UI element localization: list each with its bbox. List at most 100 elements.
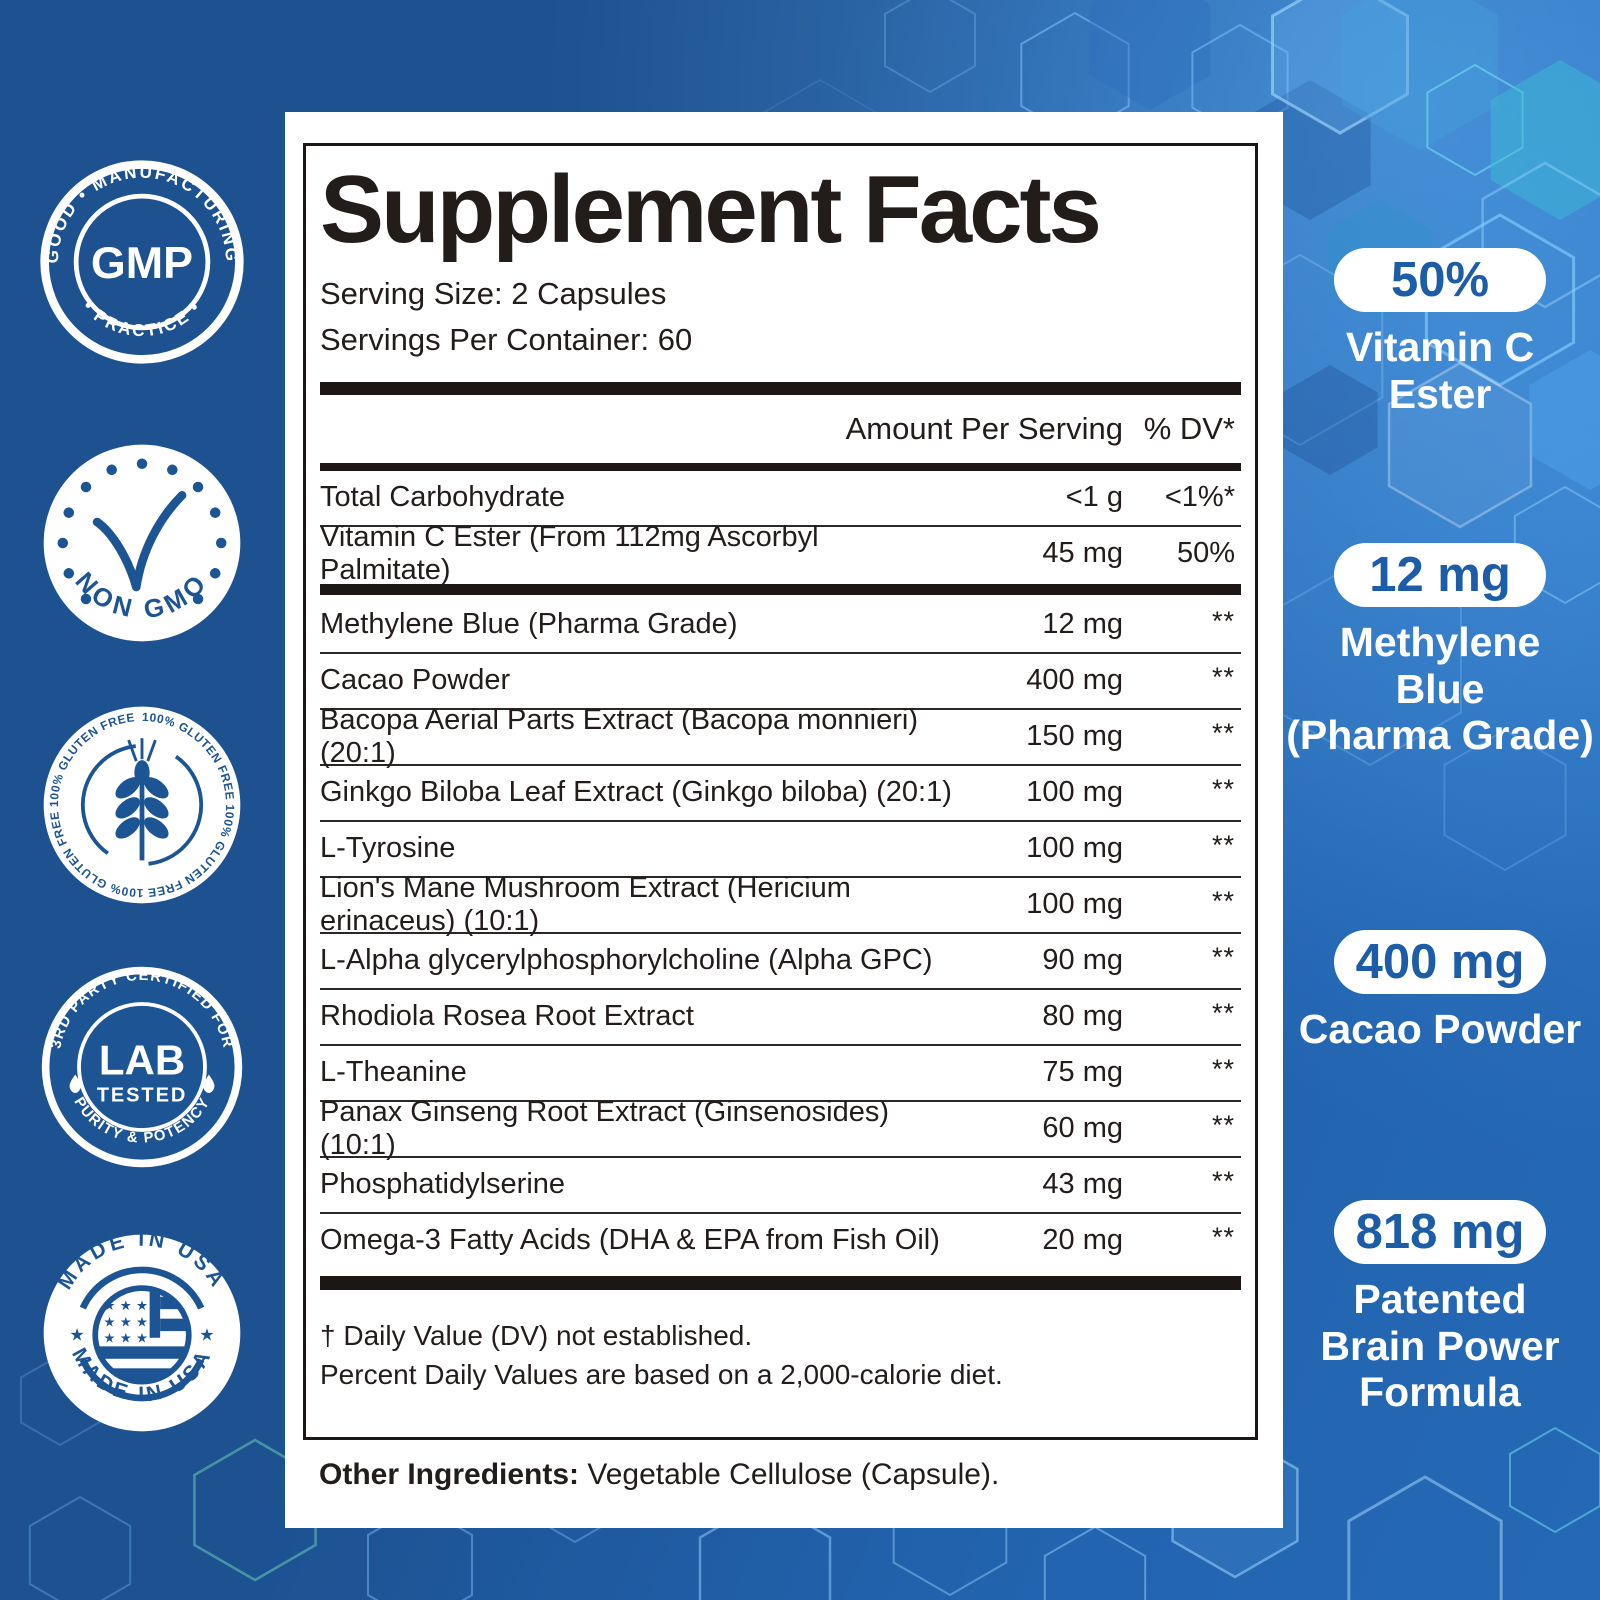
table-row: Total Carbohydrate <1 g <1%*: [320, 471, 1241, 525]
highlight-stat: 12 mg Methylene Blue (Pharma Grade): [1275, 543, 1600, 759]
ingredient-name: L-Alpha glycerylphosphorylcholine (Alpha…: [320, 944, 933, 977]
ingredient-dv: **: [1211, 1221, 1235, 1252]
lab-text: LAB: [99, 1037, 185, 1084]
serving-size-text: Serving Size: 2 Capsules: [320, 275, 667, 311]
ingredient-name: Omega-3 Fatty Acids (DHA & EPA from Fish…: [320, 1224, 940, 1257]
table-row: Lion's Mane Mushroom Extract (Hericium e…: [320, 872, 1241, 937]
hexagon-decoration: [28, 1495, 132, 1600]
svg-text:★: ★: [104, 1315, 116, 1330]
stat-label-line: Brain Power: [1320, 1322, 1560, 1369]
table-row: Cacao Powder 400 mg **: [320, 651, 1241, 708]
ingredient-dv: <1%*: [1164, 481, 1235, 514]
ingredient-amount: 60 mg: [1042, 1112, 1123, 1145]
hexagon-decoration: [1020, 11, 1130, 139]
stat-label-line: (Pharma Grade): [1286, 712, 1594, 759]
badge-gluten-free: 100% GLUTEN FREE 100% GLUTEN FREE 100% G…: [37, 700, 247, 910]
ingredient-dv: **: [1211, 1053, 1235, 1084]
ingredient-amount: <1 g: [1065, 481, 1123, 514]
usa-side-stars-icon: ★ ★: [69, 1326, 214, 1346]
ingredient-name: L-Theanine: [320, 1056, 467, 1089]
ingredient-name: Methylene Blue (Pharma Grade): [320, 608, 738, 641]
table-row: L-Alpha glycerylphosphorylcholine (Alpha…: [320, 931, 1241, 988]
ingredient-name: Cacao Powder: [320, 664, 511, 697]
ingredient-amount: 150 mg: [1026, 720, 1123, 753]
highlight-stat: 50% Vitamin C Ester: [1275, 248, 1600, 417]
ingredient-name: L-Tyrosine: [320, 832, 456, 865]
hexagon-decoration: [193, 1438, 317, 1582]
ingredient-name: Panax Ginseng Root Extract (Ginsenosides…: [320, 1095, 889, 1161]
table-row: L-Tyrosine 100 mg **: [320, 819, 1241, 876]
ingredient-dv: **: [1211, 773, 1235, 804]
hexagon-decoration: [1509, 1426, 1600, 1534]
svg-text:★: ★: [120, 1332, 132, 1347]
ingredient-dv: **: [1211, 661, 1235, 692]
highlight-stat: 818 mg Patented Brain Power Formula: [1275, 1200, 1600, 1416]
ingredient-dv: **: [1211, 1165, 1235, 1196]
droplet-icon: [69, 1074, 215, 1094]
ingredient-dv: **: [1211, 997, 1235, 1028]
hexagon-decoration: [1342, 0, 1498, 150]
divider-bar: [320, 583, 1241, 595]
ingredient-name: Ginkgo Biloba Leaf Extract (Ginkgo bilob…: [320, 776, 952, 809]
svg-text:★: ★: [136, 1315, 148, 1330]
hexagon-decoration: [1387, 361, 1533, 529]
badge-gmp: GOOD • MANUFACTURING • PRACTICE • GMP: [37, 157, 247, 367]
badge-lab-tested: 3RD PARTY CERTIFIED FOR PURITY & POTENCY…: [37, 962, 247, 1172]
table-row: Bacopa Aerial Parts Extract (Bacopa monn…: [320, 704, 1241, 769]
footnote-dv: † Daily Value (DV) not established.: [320, 1319, 753, 1351]
other-ingredients-label: Other Ingredients:: [319, 1458, 580, 1491]
stat-label-line: Cacao Powder: [1298, 1006, 1582, 1052]
nutrient-rows-top: Total Carbohydrate <1 g <1%* Vitamin C Este…: [320, 471, 1241, 586]
ingredient-dv: **: [1211, 717, 1235, 748]
non-gmo-disc: [43, 444, 241, 642]
table-row: Omega-3 Fatty Acids (DHA & EPA from Fish…: [320, 1211, 1241, 1268]
hexagon-decoration: [1490, 60, 1600, 220]
gmp-center-text: GMP: [91, 237, 193, 288]
svg-text:★: ★: [136, 1299, 148, 1314]
ingredient-name: Rhodiola Rosea Root Extract: [320, 1000, 694, 1033]
hexagon-decoration: [1089, 0, 1211, 110]
svg-text:★: ★: [136, 1332, 148, 1347]
badge-made-in-usa: MADE IN USA MADE IN USA ★ ★ ★ ★ ★ ★ ★ ★: [37, 1228, 247, 1438]
stat-label-line: Vitamin C: [1345, 324, 1535, 370]
stat-pill: 12 mg: [1334, 543, 1546, 607]
stat-pill: 50%: [1334, 248, 1546, 312]
column-header-dv: % DV*: [1143, 410, 1235, 446]
svg-text:★: ★: [120, 1299, 132, 1314]
hexagon-decoration: [1347, 1475, 1503, 1600]
hexagon-decoration: [884, 0, 976, 94]
footnote-percent: Percent Daily Values are based on a 2,00…: [320, 1358, 1003, 1390]
ingredient-amount: 100 mg: [1026, 888, 1123, 921]
badge-non-gmo: NON GMO: [37, 438, 247, 648]
highlight-stat: 400 mg Cacao Powder: [1275, 930, 1600, 1053]
hexagon-decoration: [1424, 213, 1576, 387]
table-row: Panax Ginseng Root Extract (Ginsenosides…: [320, 1096, 1241, 1161]
gmp-arc-bottom-text: • PRACTICE •: [79, 296, 203, 340]
table-row: Methylene Blue (Pharma Grade) 12 mg **: [320, 598, 1241, 652]
divider-bar: [320, 381, 1241, 395]
usa-ring-arcs-icon: [79, 1266, 205, 1402]
ingredient-name: Total Carbohydrate: [320, 481, 566, 514]
hexagon-decoration: [1191, 23, 1289, 137]
gmp-outer-ring-icon: [40, 160, 244, 364]
hexagon-decoration: [1271, 0, 1409, 135]
checkmark-icon: [92, 490, 187, 592]
stat-label-line: Blue: [1395, 665, 1485, 712]
ingredient-dv: 50%: [1176, 537, 1235, 570]
ingredient-amount: 43 mg: [1042, 1168, 1123, 1201]
table-row: Ginkgo Biloba Leaf Extract (Ginkgo bilob…: [320, 763, 1241, 820]
ingredient-rows: Methylene Blue (Pharma Grade) 12 mg ** Caca…: [320, 598, 1241, 1268]
ingredient-amount: 400 mg: [1026, 664, 1123, 697]
stat-label-line: Methylene: [1339, 619, 1541, 665]
ingredient-name: Lion's Mane Mushroom Extract (Hericium e…: [320, 871, 851, 937]
stat-label-line: Patented: [1353, 1276, 1527, 1322]
svg-text:★: ★: [199, 1326, 214, 1346]
column-header-amount: Amount Per Serving: [845, 410, 1123, 446]
ingredient-dv: **: [1211, 941, 1235, 972]
ingredient-amount: 45 mg: [1042, 537, 1123, 570]
servings-per-container-text: Servings Per Container: 60: [320, 322, 693, 358]
divider-bar: [320, 462, 1241, 471]
hexagon-decoration: [1443, 728, 1567, 872]
ingredient-amount: 20 mg: [1042, 1224, 1123, 1257]
